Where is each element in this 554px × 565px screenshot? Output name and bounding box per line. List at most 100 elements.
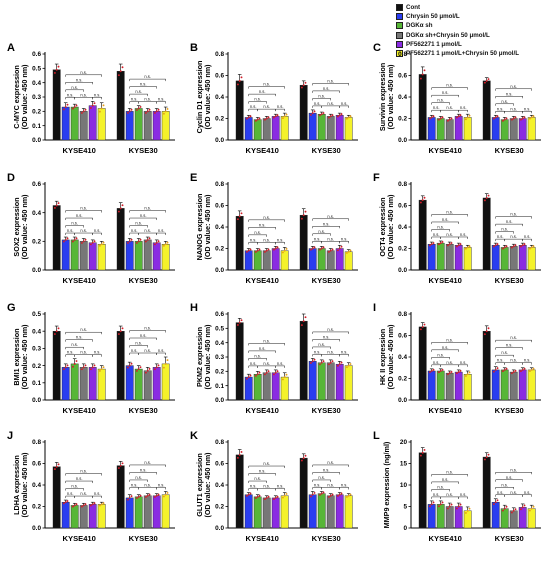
significance-label: n.s. bbox=[80, 469, 87, 474]
y-tick-label: 0.4 bbox=[398, 224, 407, 231]
data-point bbox=[71, 240, 74, 243]
data-point bbox=[501, 509, 504, 512]
data-point bbox=[164, 362, 167, 365]
data-point bbox=[347, 494, 350, 497]
bar bbox=[335, 115, 344, 141]
data-point bbox=[441, 368, 444, 371]
bar bbox=[299, 84, 308, 141]
significance-label: n.s. bbox=[71, 484, 78, 489]
y-tick-label: 0.0 bbox=[398, 397, 407, 404]
data-point bbox=[336, 249, 339, 252]
bar bbox=[79, 111, 88, 141]
significance-bracket bbox=[129, 86, 157, 89]
data-point bbox=[166, 108, 169, 110]
data-point bbox=[519, 508, 522, 511]
data-point bbox=[464, 511, 467, 514]
bar bbox=[317, 248, 326, 271]
significance-label: n.s. bbox=[510, 84, 517, 89]
data-point bbox=[455, 116, 458, 119]
significance-label: n.s. bbox=[254, 476, 261, 481]
data-point bbox=[503, 368, 506, 371]
data-point bbox=[446, 507, 449, 510]
significance-bracket bbox=[312, 90, 340, 93]
significance-bracket bbox=[339, 354, 349, 357]
significance-label: n.s. bbox=[446, 469, 453, 474]
significance-bracket bbox=[321, 105, 340, 108]
data-point bbox=[439, 503, 442, 506]
bar bbox=[436, 118, 445, 141]
data-point bbox=[267, 116, 270, 119]
significance-bracket bbox=[92, 232, 102, 236]
data-point bbox=[130, 495, 133, 498]
bar bbox=[262, 372, 271, 401]
significance-label: n.s. bbox=[510, 335, 517, 340]
data-point bbox=[245, 250, 248, 253]
data-point bbox=[162, 112, 165, 115]
data-point bbox=[73, 504, 76, 507]
y-axis-label-units: (OD value: 450 nm) bbox=[203, 64, 212, 130]
data-point bbox=[528, 370, 531, 373]
data-point bbox=[345, 117, 348, 120]
significance-bracket bbox=[458, 364, 468, 367]
significance-label: n.s. bbox=[510, 234, 517, 239]
data-point bbox=[281, 117, 284, 120]
data-point bbox=[256, 118, 259, 121]
data-point bbox=[302, 214, 305, 217]
significance-label: n.s. bbox=[144, 206, 151, 211]
data-point bbox=[347, 250, 350, 253]
significance-label: n.s. bbox=[144, 460, 151, 465]
significance-bracket bbox=[248, 480, 267, 484]
data-point bbox=[75, 503, 78, 506]
significance-bracket bbox=[138, 352, 157, 355]
significance-bracket bbox=[312, 233, 331, 236]
significance-bracket bbox=[431, 94, 459, 98]
data-point bbox=[153, 495, 156, 498]
data-point bbox=[530, 507, 533, 510]
y-tick-label: 0.1 bbox=[32, 380, 41, 387]
significance-label: n.s. bbox=[510, 467, 517, 472]
significance-label: n.s. bbox=[135, 475, 142, 480]
bar bbox=[97, 243, 106, 271]
data-point bbox=[144, 371, 147, 374]
significance-label: n.s. bbox=[318, 475, 325, 480]
data-point bbox=[245, 117, 248, 120]
data-point bbox=[238, 215, 241, 218]
significance-bracket bbox=[312, 346, 331, 349]
y-tick-label: 0.4 bbox=[32, 328, 41, 335]
data-point bbox=[338, 493, 341, 496]
significance-label: n.s. bbox=[263, 461, 270, 466]
bar bbox=[152, 367, 161, 401]
data-point bbox=[137, 107, 140, 110]
significance-bracket bbox=[65, 331, 102, 335]
bar bbox=[52, 69, 61, 141]
data-point bbox=[327, 116, 330, 119]
significance-label: n.s. bbox=[318, 342, 325, 347]
bar bbox=[344, 117, 353, 141]
data-point bbox=[276, 495, 279, 498]
data-point bbox=[283, 494, 286, 497]
data-point bbox=[519, 245, 522, 248]
legend-swatch bbox=[396, 31, 403, 39]
y-tick-label: 0.0 bbox=[398, 267, 407, 274]
significance-bracket bbox=[458, 236, 468, 239]
y-axis-label: NANOG expression bbox=[195, 194, 204, 261]
significance-label: n.s. bbox=[506, 219, 513, 224]
significance-label: n.s. bbox=[135, 89, 142, 94]
significance-bracket bbox=[275, 488, 285, 491]
y-axis-label-units: (OD value: 450 nm) bbox=[386, 64, 395, 130]
data-point bbox=[155, 241, 158, 244]
significance-bracket bbox=[65, 225, 84, 228]
data-point bbox=[267, 495, 270, 498]
chart-panel-d: D SOX2 expression (OD value: 450 nm)0.0 0.2… bbox=[7, 172, 175, 285]
y-tick-label: 0.4 bbox=[215, 94, 224, 101]
data-point bbox=[322, 112, 325, 114]
bar bbox=[134, 368, 143, 401]
data-point bbox=[263, 118, 266, 121]
y-tick-label: 0.8 bbox=[398, 51, 407, 58]
category-label: KYSE410 bbox=[246, 406, 279, 415]
data-point bbox=[340, 245, 343, 248]
significance-bracket bbox=[312, 464, 349, 467]
significance-bracket bbox=[504, 362, 523, 365]
data-point bbox=[439, 242, 442, 245]
significance-bracket bbox=[156, 101, 166, 104]
